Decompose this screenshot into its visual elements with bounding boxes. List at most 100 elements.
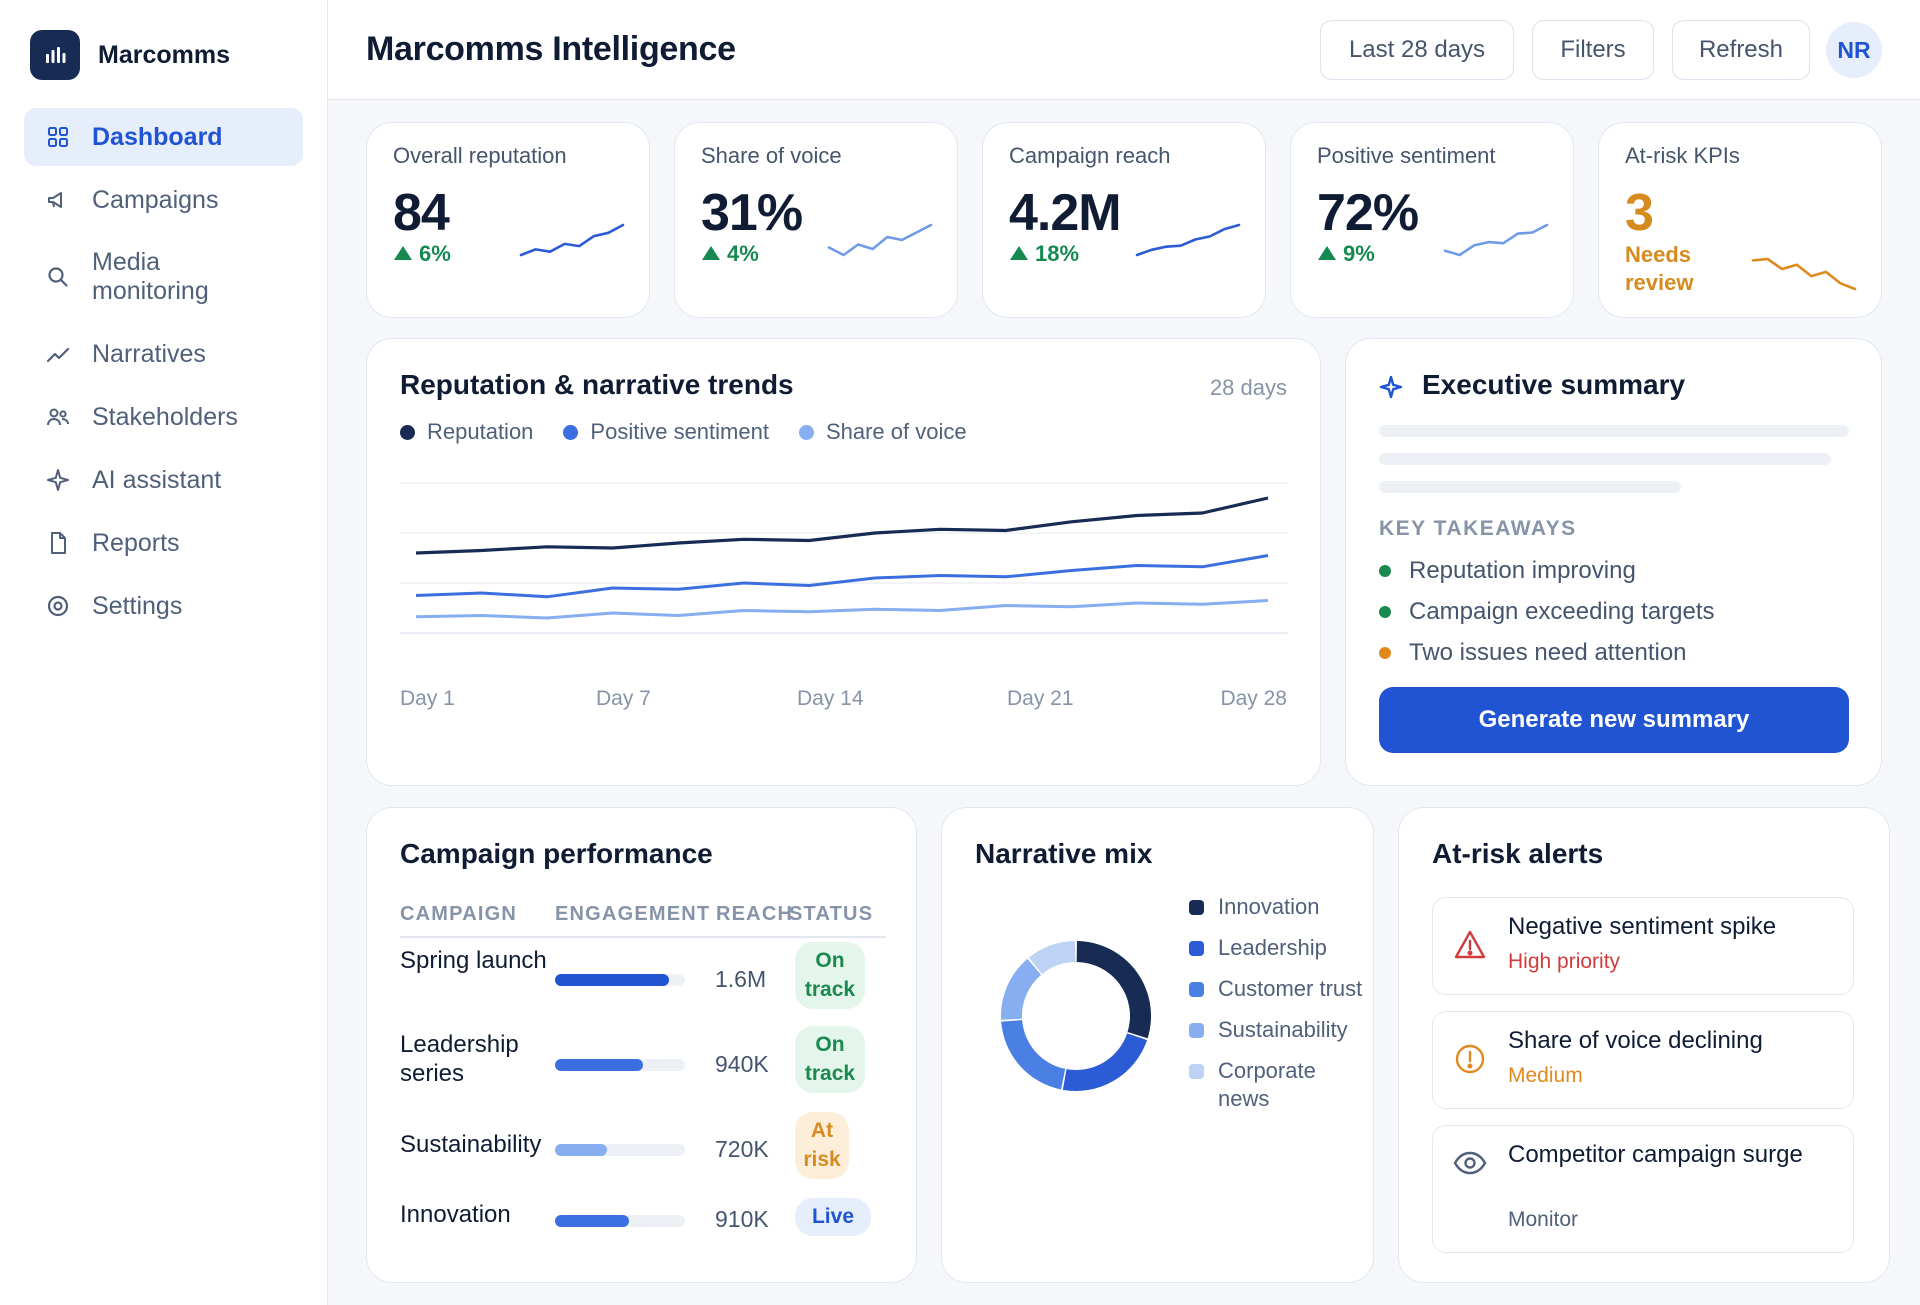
grid-icon (46, 125, 70, 149)
sidebar-item-label: Media monitoring (92, 248, 209, 305)
engagement-bar (555, 1215, 685, 1227)
sidebar-item-dashboard[interactable]: Dashboard (24, 108, 303, 166)
legend-item: Positive sentiment (563, 419, 769, 445)
trends-legend: Reputation Positive sentiment Share of v… (400, 419, 967, 445)
takeaway-text: Reputation improving (1409, 557, 1636, 584)
engagement-fill (555, 1059, 644, 1071)
donut-slice-corporate-news[interactable] (1028, 941, 1076, 974)
narrative-mix-card: Narrative mix Innovation Leadership Cust… (941, 807, 1374, 1283)
legend-label: Positive sentiment (590, 419, 769, 444)
legend-item: Innovation (1189, 893, 1364, 921)
loading-skeleton (1379, 481, 1681, 493)
sparkline-path (827, 223, 933, 257)
kpi-label: Positive sentiment (1317, 143, 1496, 168)
legend-label: Innovation (1218, 894, 1320, 919)
legend-swatch (400, 424, 415, 440)
kpi-label: Share of voice (701, 143, 842, 168)
legend-label: Share of voice (825, 419, 967, 444)
alert-title: Share of voice declining (1508, 1027, 1763, 1054)
status-dot (1379, 647, 1391, 659)
alert-item[interactable]: Negative sentiment spike High priority (1432, 897, 1854, 995)
x-tick-label: Day 1 (400, 687, 455, 710)
series-line-positive-sentiment (415, 554, 1269, 599)
up-arrow-icon (1009, 241, 1029, 267)
sidebar-item-media-monitoring[interactable]: Media monitoring (24, 234, 303, 320)
kpi-value: 72% (1317, 184, 1419, 242)
engagement-fill (555, 1144, 607, 1156)
sidebar-item-reports[interactable]: Reports (24, 514, 303, 572)
engagement-bar (555, 1144, 685, 1156)
status-badge: On track (795, 942, 865, 1009)
sidebar-item-label: Settings (92, 591, 183, 620)
top-header: Marcomms Intelligence Last 28 days Filte… (328, 0, 1920, 100)
sidebar-item-label: AI assistant (92, 465, 222, 494)
campaign-name: Leadership series (400, 1031, 519, 1087)
trends-period: 28 days (1209, 375, 1287, 400)
kpi-card-positive-sentiment: Positive sentiment 72% 9% (1290, 122, 1574, 318)
status-dot (1379, 606, 1391, 618)
sparkline (1443, 223, 1549, 257)
sidebar-item-narratives[interactable]: Narratives (24, 325, 303, 383)
up-arrow-icon (1317, 241, 1337, 267)
alert-title: Competitor campaign surge (1508, 1141, 1803, 1168)
sidebar-item-ai-assistant[interactable]: AI assistant (24, 451, 303, 509)
kpi-value: 84 (393, 184, 450, 242)
up-arrow-icon (393, 241, 413, 267)
kpi-card-at-risk[interactable]: At-risk KPIs 3 Needs review (1598, 122, 1882, 318)
sparkline-path (1443, 223, 1549, 257)
alert-item[interactable]: Share of voice declining Medium (1432, 1011, 1854, 1109)
status-dot (1379, 565, 1391, 577)
filters-button[interactable]: Filters (1532, 20, 1654, 80)
legend-label: Reputation (427, 419, 534, 444)
campaign-performance-card: Campaign performance CAMPAIGN ENGAGEMENT… (366, 807, 917, 1283)
reach-value: 940K (715, 1051, 769, 1077)
engagement-bar (555, 1059, 685, 1071)
sidebar-item-settings[interactable]: Settings (24, 577, 303, 635)
donut-slice-sustainability[interactable] (1001, 958, 1042, 1020)
brand-name: Marcomms (98, 40, 230, 69)
kpi-delta: 9% (1317, 241, 1375, 267)
file-icon (46, 531, 70, 555)
x-tick-label: Day 14 (797, 687, 864, 710)
trend-icon (46, 342, 70, 366)
kpi-label: Overall reputation (393, 143, 567, 168)
date-range-button[interactable]: Last 28 days (1320, 20, 1514, 80)
reach-value: 1.6M (715, 966, 767, 992)
legend-item: Customer trust (1189, 975, 1364, 1003)
donut-slice-leadership[interactable] (1062, 1033, 1148, 1091)
generate-summary-button[interactable]: Generate new summary (1379, 687, 1849, 753)
campaign-name: Spring launch (400, 947, 547, 974)
x-tick-label: Day 21 (1007, 687, 1074, 710)
avatar[interactable]: NR (1826, 22, 1882, 78)
kpi-value: 4.2M (1009, 184, 1122, 242)
sidebar-item-campaigns[interactable]: Campaigns (24, 171, 303, 229)
megaphone-icon (46, 188, 70, 212)
series-line-share-of-voice (415, 599, 1269, 620)
refresh-button[interactable]: Refresh (1672, 20, 1810, 80)
campaign-name: Innovation (400, 1201, 511, 1228)
donut-slice-innovation[interactable] (1076, 941, 1151, 1039)
search-icon (46, 265, 70, 289)
legend-item: Leadership (1189, 934, 1364, 962)
users-icon (46, 405, 70, 429)
sparkline (1751, 257, 1857, 291)
sidebar-item-label: Reports (92, 528, 180, 557)
sparkline (827, 223, 933, 257)
alert-item[interactable]: Competitor campaign surge Monitor (1432, 1125, 1854, 1253)
legend-item: Sustainability (1189, 1016, 1364, 1044)
brand[interactable]: Marcomms (30, 30, 230, 80)
kpi-delta-value: 9% (1343, 241, 1375, 266)
loading-skeleton (1379, 453, 1831, 465)
sparkline-path (1751, 257, 1857, 291)
legend-swatch (1189, 982, 1204, 997)
kpi-value: 31% (701, 184, 803, 242)
legend-item: Reputation (400, 419, 533, 445)
legend-item: Corporate news (1189, 1057, 1364, 1113)
x-tick-label: Day 7 (596, 687, 651, 710)
campaigns-title: Campaign performance (400, 838, 713, 869)
sidebar-item-stakeholders[interactable]: Stakeholders (24, 388, 303, 446)
legend-item: Share of voice (798, 419, 967, 445)
legend-swatch (563, 424, 579, 440)
donut-slice-customer-trust[interactable] (1001, 1020, 1066, 1090)
kpi-delta: 4% (701, 241, 759, 267)
